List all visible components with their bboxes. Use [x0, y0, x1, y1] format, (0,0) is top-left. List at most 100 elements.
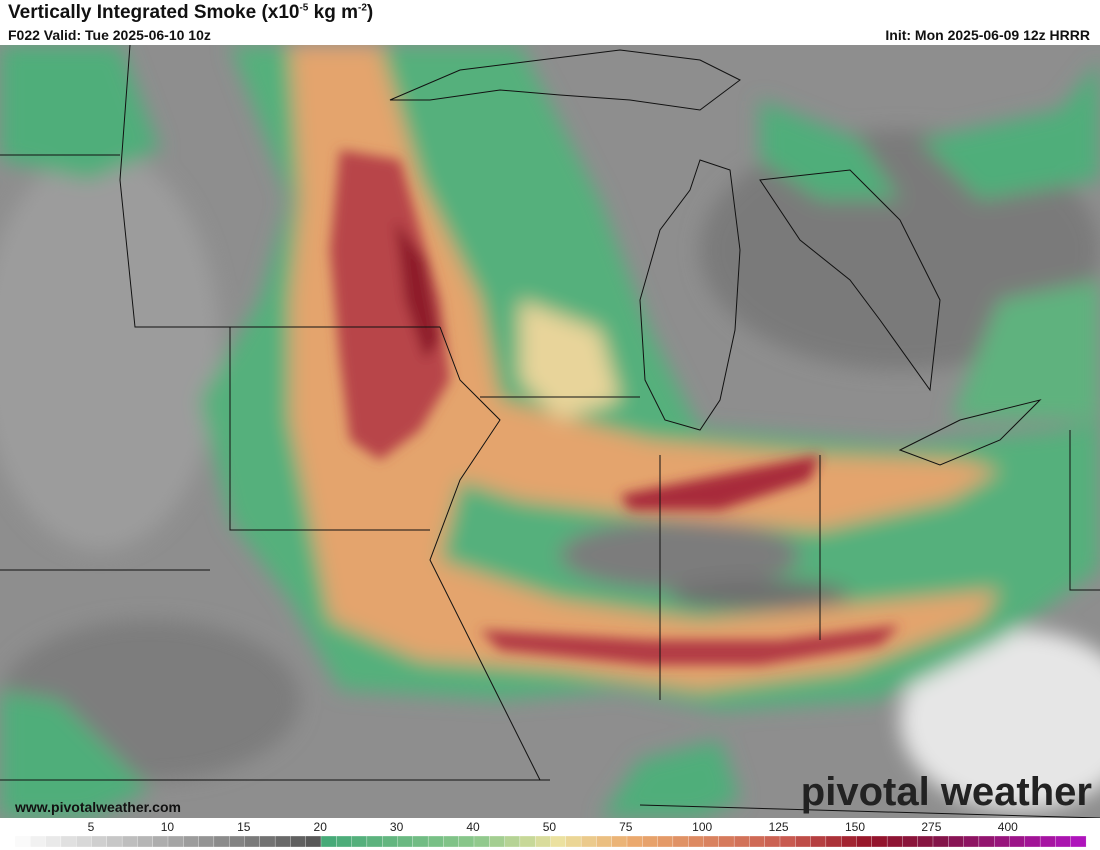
colorbar-swatch: [504, 835, 521, 848]
colorbar-swatch: [932, 835, 949, 848]
colorbar-swatch: [1024, 835, 1041, 848]
colorbar-swatch: [198, 835, 215, 848]
colorbar-swatch: [611, 835, 628, 848]
colorbar-swatch: [764, 835, 781, 848]
colorbar-swatch: [580, 835, 597, 848]
colorbar-swatch: [137, 835, 153, 848]
colorbar-swatch: [60, 835, 77, 848]
colorbar-swatch: [213, 835, 230, 848]
title-text: kg m: [308, 2, 358, 23]
colorbar-swatch: [642, 835, 658, 848]
colorbar-swatch: [458, 835, 475, 848]
colorbar-tick-label: 20: [314, 820, 328, 834]
title-exp: -5: [299, 2, 309, 14]
colorbar-swatch: [795, 835, 811, 848]
colorbar-swatch: [106, 835, 123, 848]
colorbar-swatch: [167, 835, 184, 848]
colorbar-swatch: [274, 835, 291, 848]
colorbar-swatch: [305, 835, 322, 848]
colorbar-swatch: [917, 835, 934, 848]
colorbar-swatch: [1009, 835, 1026, 848]
colorbar-tick-label: 400: [998, 820, 1018, 834]
colorbar-swatch: [948, 835, 964, 848]
colorbar-swatch: [473, 835, 490, 848]
colorbar-swatch: [412, 835, 429, 848]
colorbar-swatch: [290, 835, 306, 848]
colorbar-tick-label: 100: [692, 820, 712, 834]
colorbar-swatch: [565, 835, 582, 848]
init-time: Init: Mon 2025-06-09 12z HRRR: [885, 27, 1090, 43]
colorbar-tick-label: 150: [845, 820, 865, 834]
colorbar-tick-label: 40: [466, 820, 480, 834]
colorbar-swatch: [1039, 835, 1056, 848]
colorbar-tick-label: 125: [769, 820, 789, 834]
colorbar-swatch: [886, 835, 903, 848]
smoke-field: [0, 45, 1100, 818]
map-area: [0, 45, 1100, 818]
website: www.pivotalweather.com: [14, 799, 181, 815]
colorbar-swatch: [45, 835, 62, 848]
colorbar-tick-label: 5: [88, 820, 95, 834]
colorbar-swatch: [91, 835, 108, 848]
colorbar-swatch: [427, 835, 444, 848]
colorbar-tick-label: 275: [921, 820, 941, 834]
colorbar-swatch: [718, 835, 735, 848]
colorbar-swatch: [902, 835, 918, 848]
colorbar-swatch: [871, 835, 888, 848]
colorbar: 5 10 15 20 30 40 50 75 100 125 150 275 400: [14, 820, 1087, 848]
colorbar-swatch: [550, 835, 567, 848]
colorbar-swatch: [489, 835, 505, 848]
colorbar-swatch: [825, 835, 842, 848]
colorbar-swatch: [978, 835, 995, 848]
colorbar-tick-label: 15: [237, 820, 251, 834]
colorbar-swatch: [320, 835, 337, 848]
colorbar-swatch: [779, 835, 796, 848]
colorbar-swatch: [382, 835, 398, 848]
colorbar-swatch: [596, 835, 612, 848]
colorbar-swatch: [733, 835, 750, 848]
colorbar-swatch: [688, 835, 704, 848]
colorbar-tick-label: 10: [161, 820, 175, 834]
colorbar-swatch: [749, 835, 765, 848]
colorbar-swatch: [535, 835, 551, 848]
colorbar-swatch: [856, 835, 873, 848]
colorbar-swatch: [336, 835, 352, 848]
colorbar-tick-label: 30: [390, 820, 404, 834]
colorbar-swatch: [152, 835, 169, 848]
colorbar-swatch: [963, 835, 980, 848]
colorbar-swatch: [121, 835, 138, 848]
colorbar-swatch: [1070, 835, 1087, 848]
colorbar-swatch: [351, 835, 368, 848]
colorbar-swatch: [229, 835, 245, 848]
colorbar-swatch: [810, 835, 827, 848]
title-text: ): [366, 2, 374, 23]
colorbar-tick-label: 50: [543, 820, 557, 834]
colorbar-swatch: [183, 835, 199, 848]
colorbar-swatch: [626, 835, 643, 848]
smoke-core: [330, 150, 900, 665]
watermark: pivotal weather: [801, 770, 1092, 814]
colorbar-swatch: [76, 835, 92, 848]
colorbar-swatch: [657, 835, 674, 848]
colorbar-tick-label: 75: [619, 820, 633, 834]
colorbar-swatch: [14, 835, 31, 848]
colorbar-swatch: [366, 835, 383, 848]
colorbar-swatch: [519, 835, 536, 848]
title-exp: -2: [358, 2, 367, 14]
colorbar-swatch: [443, 835, 459, 848]
colorbar-swatch: [244, 835, 261, 848]
colorbar-swatch: [30, 835, 46, 848]
boundaries: [0, 45, 1100, 818]
colorbar-swatch: [841, 835, 857, 848]
title: Vertically Integrated Smoke (x10-5 kg m-…: [8, 2, 373, 24]
title-text: Vertically Integrated Smoke (x10: [8, 2, 300, 23]
colorbar-swatch: [1055, 835, 1071, 848]
colorbar-swatch: [397, 835, 414, 848]
colorbar-swatch: [703, 835, 720, 848]
colorbar-swatch: [259, 835, 276, 848]
valid-time: F022 Valid: Tue 2025-06-10 10z: [8, 27, 211, 43]
colorbar-swatch: [994, 835, 1010, 848]
colorbar-swatch: [672, 835, 689, 848]
